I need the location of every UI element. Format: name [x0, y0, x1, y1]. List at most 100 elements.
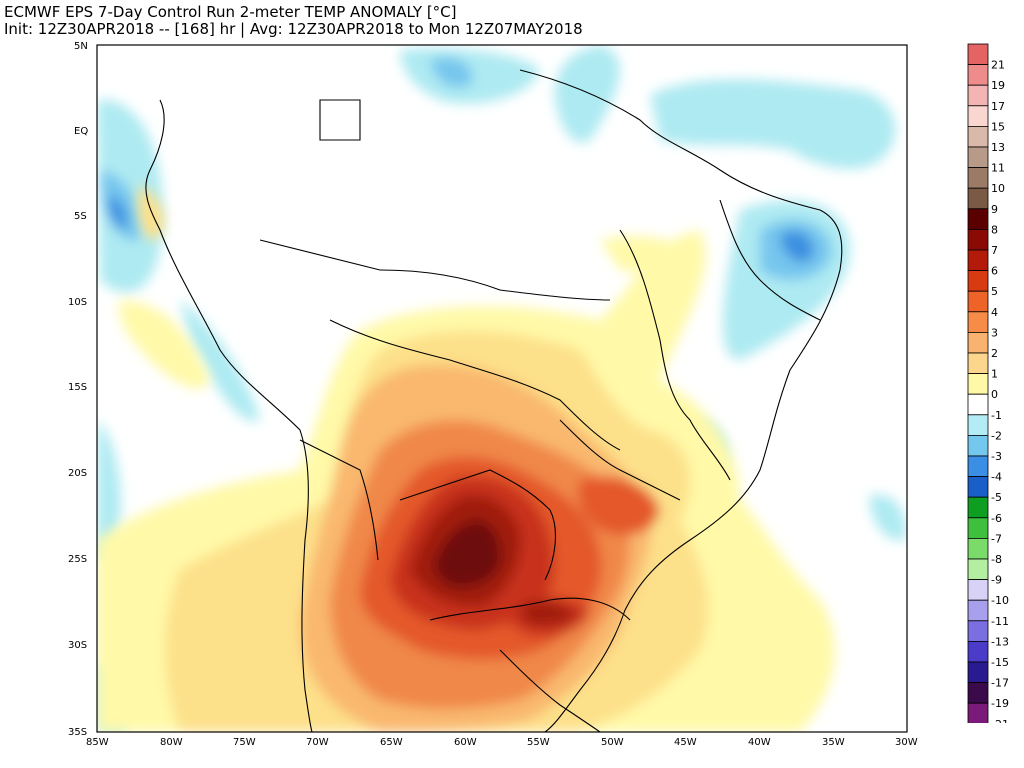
- legend-label: -5: [991, 491, 1002, 504]
- legend-label: 6: [991, 265, 998, 278]
- legend-label: -3: [991, 450, 1002, 463]
- legend-label: 17: [991, 100, 1005, 113]
- legend-swatch: [967, 702, 989, 723]
- lat-label: 10S: [68, 297, 87, 308]
- legend-swatch: [967, 64, 989, 86]
- legend-label: 3: [991, 326, 998, 339]
- legend-swatch: [967, 146, 989, 169]
- legend-swatch: [967, 579, 989, 601]
- legend-label: 21: [991, 59, 1005, 72]
- legend-label: 10: [991, 182, 1005, 195]
- legend-label: 15: [991, 120, 1005, 133]
- legend-swatch: [967, 290, 989, 313]
- lon-label: 70W: [306, 737, 329, 748]
- pacific-coastline: [145, 99, 313, 732]
- legend-label: 13: [991, 141, 1005, 154]
- legend-swatch: [967, 208, 989, 230]
- legend-label: -11: [991, 615, 1009, 628]
- legend-swatch: [967, 352, 989, 375]
- border-argentina-brazil: [429, 597, 631, 621]
- legend-swatch: [967, 373, 989, 395]
- legend-swatch: [967, 558, 989, 581]
- legend-swatch: [967, 228, 989, 251]
- legend-swatch: [967, 496, 989, 519]
- legend-label: 8: [991, 223, 998, 236]
- legend-label: -13: [991, 635, 1009, 648]
- lon-label: 50W: [601, 737, 624, 748]
- legend-label: 1: [991, 368, 998, 381]
- legend-label: 5: [991, 285, 998, 298]
- legend-label: -9: [991, 574, 1002, 587]
- legend-label: -17: [991, 677, 1009, 690]
- legend-label: -1: [991, 409, 1002, 422]
- legend-label: -10: [991, 594, 1009, 607]
- lon-label: 80W: [160, 737, 183, 748]
- border-segment: [319, 99, 361, 141]
- legend-swatch: [967, 331, 989, 354]
- border-minas: [559, 419, 681, 501]
- lat-label: 15S: [68, 382, 87, 393]
- border-amazon-south: [259, 239, 611, 301]
- legend-label: -8: [991, 553, 1002, 566]
- legend-swatch: [967, 167, 989, 189]
- legend-swatch: [967, 393, 989, 416]
- legend-label: 11: [991, 162, 1005, 175]
- border-paraguay: [399, 469, 556, 581]
- map-title-line-1: ECMWF EPS 7-Day Control Run 2-meter TEMP…: [4, 3, 457, 21]
- legend-swatch: [967, 455, 989, 478]
- lat-label: EQ: [74, 126, 88, 137]
- lon-label: 35W: [822, 737, 845, 748]
- longitude-labels: 85W 80W 75W 70W 65W 60W 55W 50W 45W 40W …: [86, 737, 918, 748]
- warm-anomalies: [97, 185, 835, 732]
- lon-label: 75W: [233, 737, 256, 748]
- legend-swatch: [967, 84, 989, 107]
- legend-label: -21: [991, 718, 1009, 723]
- legend-label: -4: [991, 471, 1002, 484]
- border-brazil-states: [619, 229, 731, 481]
- lat-label: 35S: [68, 727, 87, 738]
- legend-label: 9: [991, 203, 998, 216]
- map-title-line-2: Init: 12Z30APR2018 -- [168] hr | Avg: 12…: [4, 20, 583, 38]
- legend-label: -6: [991, 512, 1002, 525]
- legend-label: -19: [991, 697, 1009, 710]
- lon-label: 55W: [527, 737, 550, 748]
- legend-label: 7: [991, 244, 998, 257]
- lat-label: 5S: [74, 211, 87, 222]
- legend-swatch: [967, 187, 989, 210]
- legend-label: 4: [991, 306, 998, 319]
- legend-swatch: [967, 270, 989, 292]
- legend-label: -15: [991, 656, 1009, 669]
- legend-swatch: [967, 682, 989, 704]
- legend-label: -7: [991, 532, 1002, 545]
- legend-swatch: [967, 311, 989, 333]
- border-northeast: [719, 199, 821, 321]
- anomaly-field: [97, 45, 907, 732]
- legend-label: 0: [991, 388, 998, 401]
- legend-label: -2: [991, 429, 1002, 442]
- legend-swatch: [967, 599, 989, 622]
- lon-label: 60W: [454, 737, 477, 748]
- lon-label: 85W: [86, 737, 109, 748]
- legend-swatch: [967, 43, 989, 66]
- legend-swatch: [967, 517, 989, 539]
- legend-swatch: [967, 414, 989, 436]
- lat-label: 5N: [74, 41, 88, 52]
- lon-label: 45W: [674, 737, 697, 748]
- country-borders: [145, 69, 843, 732]
- legend-label: 2: [991, 347, 998, 360]
- legend-swatch: [967, 661, 989, 684]
- legend-swatch: [967, 620, 989, 642]
- latitude-labels: 5N EQ 5S 10S 15S 20S 25S 30S 35S: [68, 41, 88, 738]
- lon-label: 30W: [895, 737, 918, 748]
- lon-label: 40W: [748, 737, 771, 748]
- border-bolivia: [329, 319, 621, 451]
- legend-swatch: [967, 126, 989, 148]
- lat-label: 20S: [68, 468, 87, 479]
- legend-swatch: [967, 476, 989, 498]
- legend-swatch: [967, 434, 989, 457]
- legend-swatch: [967, 537, 989, 560]
- lon-label: 65W: [380, 737, 403, 748]
- legend-label: 19: [991, 79, 1005, 92]
- border-uruguay: [499, 649, 601, 732]
